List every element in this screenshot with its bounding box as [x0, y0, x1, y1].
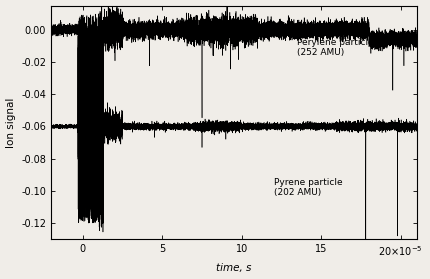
- Text: Perylene particle
(252 AMU): Perylene particle (252 AMU): [298, 38, 374, 57]
- X-axis label: time, s: time, s: [216, 263, 252, 273]
- Y-axis label: Ion signal: Ion signal: [6, 97, 15, 148]
- Text: Pyrene particle
(202 AMU): Pyrene particle (202 AMU): [273, 178, 342, 197]
